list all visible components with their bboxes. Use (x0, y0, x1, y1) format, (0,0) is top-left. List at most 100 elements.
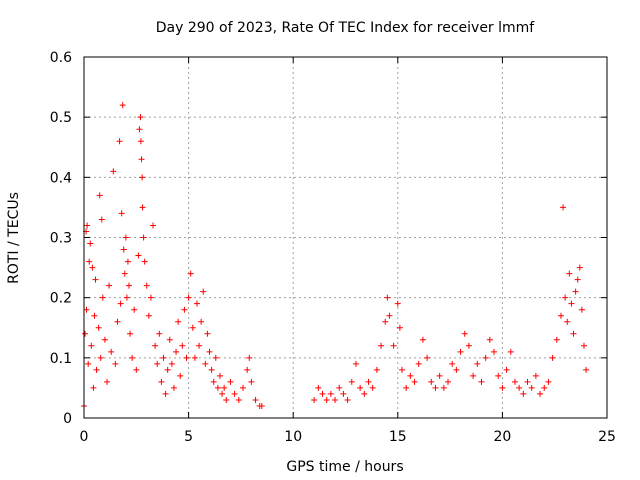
data-point (138, 156, 145, 163)
data-point (86, 258, 93, 265)
data-point (89, 264, 96, 271)
data-point (541, 384, 548, 391)
data-point (97, 354, 104, 361)
data-point (191, 354, 198, 361)
data-point (562, 294, 569, 301)
x-tick-label: 15 (389, 429, 407, 445)
y-tick-label: 0.4 (50, 170, 72, 186)
data-point (143, 282, 150, 289)
data-points (81, 102, 590, 409)
data-point (99, 294, 106, 301)
data-point (122, 234, 129, 241)
data-point (92, 276, 99, 283)
y-tick-label: 0.2 (50, 291, 72, 307)
data-point (189, 324, 196, 331)
data-point (445, 378, 452, 385)
data-point (204, 330, 211, 337)
data-point (141, 258, 148, 265)
data-point (95, 324, 102, 331)
data-point (162, 390, 169, 397)
data-point (175, 318, 182, 325)
data-point (511, 378, 518, 385)
data-point (170, 384, 177, 391)
data-point (319, 390, 326, 397)
data-point (166, 336, 173, 343)
y-tick-label: 0.5 (50, 110, 72, 126)
x-tick-label: 5 (184, 429, 193, 445)
data-point (120, 246, 127, 253)
data-point (537, 390, 544, 397)
data-point (528, 384, 535, 391)
data-point (398, 366, 405, 373)
data-point (116, 138, 123, 145)
data-point (158, 378, 165, 385)
data-point (179, 342, 186, 349)
data-point (570, 330, 577, 337)
y-tick-label: 0.3 (50, 231, 72, 247)
data-point (135, 252, 142, 259)
data-point (136, 126, 143, 133)
data-point (332, 396, 339, 403)
data-point (125, 282, 132, 289)
data-point (545, 378, 552, 385)
data-point (378, 342, 385, 349)
data-point (503, 366, 510, 373)
data-point (139, 204, 146, 211)
data-point (440, 384, 447, 391)
data-point (164, 366, 171, 373)
data-point (344, 396, 351, 403)
data-point (187, 270, 194, 277)
data-point (183, 354, 190, 361)
data-point (415, 360, 422, 367)
data-point (114, 318, 121, 325)
data-point (373, 366, 380, 373)
x-tick-label: 0 (80, 429, 89, 445)
data-point (578, 306, 585, 313)
data-point (336, 384, 343, 391)
data-point (150, 222, 157, 229)
data-point (532, 372, 539, 379)
y-axis-label: ROTI / TECUs (6, 192, 22, 284)
data-point (457, 348, 464, 355)
data-point (206, 348, 213, 355)
data-point (214, 384, 221, 391)
data-point (428, 378, 435, 385)
data-point (348, 378, 355, 385)
data-point (566, 270, 573, 277)
data-point (576, 264, 583, 271)
data-point (121, 270, 128, 277)
data-point (219, 390, 226, 397)
data-point (147, 294, 154, 301)
data-point (244, 366, 251, 373)
x-axis-label: GPS time / hours (286, 459, 403, 475)
data-point (327, 390, 334, 397)
data-point (221, 384, 228, 391)
data-point (84, 222, 91, 229)
data-point (127, 330, 134, 337)
data-point (553, 336, 560, 343)
data-point (118, 210, 125, 217)
data-point (495, 372, 502, 379)
data-point (83, 306, 90, 313)
data-point (258, 402, 265, 409)
data-point (574, 276, 581, 283)
data-point (123, 294, 130, 301)
y-tick-label: 0 (63, 411, 72, 427)
data-point (436, 372, 443, 379)
data-point (524, 378, 531, 385)
data-point (248, 378, 255, 385)
data-point (449, 360, 456, 367)
data-point (227, 378, 234, 385)
data-point (212, 354, 219, 361)
data-point (394, 300, 401, 307)
data-point (486, 336, 493, 343)
data-point (411, 378, 418, 385)
data-point (315, 384, 322, 391)
data-point (137, 138, 144, 145)
data-point (239, 384, 246, 391)
data-point (384, 294, 391, 301)
data-point (196, 342, 203, 349)
y-tick-label: 0.6 (50, 50, 72, 66)
data-point (583, 366, 590, 373)
